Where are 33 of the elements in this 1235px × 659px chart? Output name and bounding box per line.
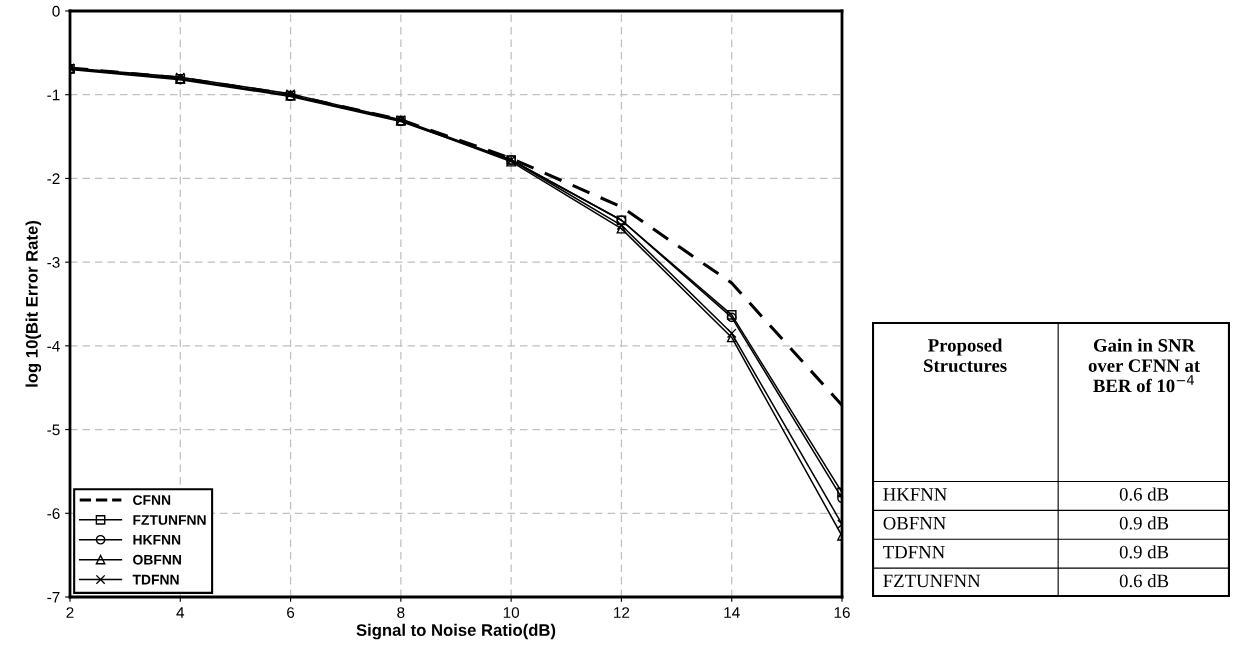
text: 0.6 dB xyxy=(1119,487,1169,501)
x-tick-label: 4 xyxy=(176,607,185,618)
text: Proposed Structures xyxy=(924,338,1007,372)
y-axis-title: log 10(Bit Error Rate) xyxy=(25,221,42,387)
y-tick-label: -2 xyxy=(47,173,60,184)
y-tick-label: -4 xyxy=(47,340,60,352)
text: FZTUNFNN xyxy=(883,574,981,588)
legend-label: TDFNN xyxy=(132,574,179,585)
x-axis-title: Signal to Noise Ratio(dB) xyxy=(356,623,556,640)
legend-label: HKFNN xyxy=(133,535,181,545)
text: OBFNN xyxy=(883,516,946,530)
y-tick-label: -3 xyxy=(47,257,60,268)
y-tick-label: -1 xyxy=(47,89,60,101)
text: TDFNN xyxy=(883,545,945,559)
x-tick-label: 2 xyxy=(66,607,74,618)
text: Gain in SNR over CFNN at BER of 10$^{−4}$ xyxy=(1088,338,1201,393)
text: 0.9 dB xyxy=(1119,545,1169,559)
legend-label: OBFNN xyxy=(133,554,181,565)
text: 0.6 dB xyxy=(1119,574,1169,588)
text: 0.9 dB xyxy=(1119,516,1169,530)
legend-label: CFNN xyxy=(133,495,171,505)
x-tick-label: 6 xyxy=(287,607,295,618)
y-tick-label: -5 xyxy=(47,424,60,436)
x-tick-label: 10 xyxy=(503,607,520,618)
y-tick-label: -7 xyxy=(47,592,60,603)
y-tick-label: 0 xyxy=(52,5,60,17)
text: HKFNN xyxy=(883,488,947,501)
legend-label: FZTUNFNN xyxy=(133,515,206,525)
x-tick-label: 8 xyxy=(397,607,405,618)
x-tick-label: 16 xyxy=(834,607,850,618)
x-tick-label: 12 xyxy=(614,607,630,618)
x-tick-label: 14 xyxy=(724,607,740,618)
y-tick-label: -6 xyxy=(47,508,60,519)
